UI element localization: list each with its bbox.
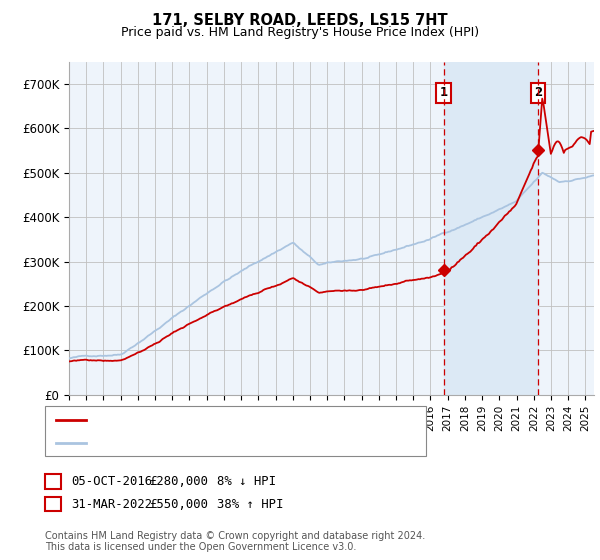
Text: 171, SELBY ROAD, LEEDS, LS15 7HT (detached house): 171, SELBY ROAD, LEEDS, LS15 7HT (detach… [93, 414, 396, 424]
Text: 8% ↓ HPI: 8% ↓ HPI [217, 475, 275, 488]
Text: 171, SELBY ROAD, LEEDS, LS15 7HT: 171, SELBY ROAD, LEEDS, LS15 7HT [152, 13, 448, 27]
Text: 31-MAR-2022: 31-MAR-2022 [71, 497, 152, 511]
Text: Price paid vs. HM Land Registry's House Price Index (HPI): Price paid vs. HM Land Registry's House … [121, 26, 479, 39]
Text: 2: 2 [534, 86, 542, 99]
Text: 1: 1 [439, 86, 448, 99]
Text: Contains HM Land Registry data © Crown copyright and database right 2024.
This d: Contains HM Land Registry data © Crown c… [45, 531, 425, 553]
Text: 2: 2 [49, 497, 57, 511]
Text: HPI: Average price, detached house, Leeds: HPI: Average price, detached house, Leed… [93, 438, 332, 448]
Text: £280,000: £280,000 [149, 475, 208, 488]
Text: £550,000: £550,000 [149, 497, 208, 511]
Text: 38% ↑ HPI: 38% ↑ HPI [217, 497, 283, 511]
Text: 1: 1 [49, 475, 57, 488]
Text: 05-OCT-2016: 05-OCT-2016 [71, 475, 152, 488]
Bar [443, 62, 538, 395]
